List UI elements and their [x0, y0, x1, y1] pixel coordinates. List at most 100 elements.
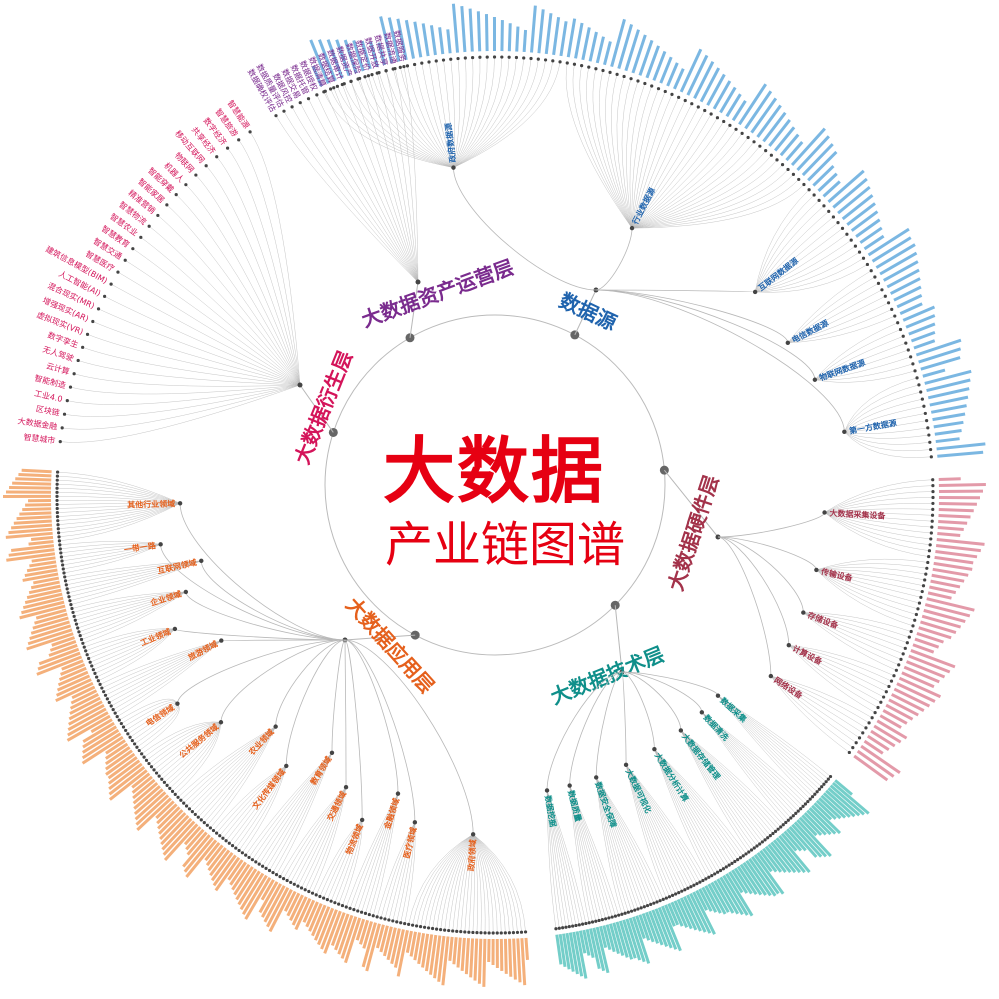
leaf-node [257, 862, 261, 866]
leaf-node [909, 355, 913, 359]
leaf-label-mark [902, 305, 936, 322]
leaf-link [235, 765, 287, 849]
leaf-node [124, 728, 128, 733]
leaf-label-mark [886, 268, 920, 289]
leaf-node [587, 65, 591, 69]
leaf-node [817, 198, 821, 202]
leaf-node [554, 927, 558, 931]
leaf-link [421, 63, 454, 168]
leaf-label-mark [311, 65, 323, 87]
leaf-node [710, 874, 714, 878]
leaf-link [342, 84, 419, 283]
leaf-link [754, 211, 829, 293]
leaf-node [459, 930, 463, 934]
leaf-label-mark [926, 597, 975, 612]
leaf-link [595, 777, 623, 915]
leaf-link [680, 730, 763, 843]
leaf-node [899, 657, 903, 661]
branch-node [822, 510, 827, 515]
leaf-link [61, 544, 161, 562]
branch-link [595, 289, 845, 432]
branch-node [273, 724, 278, 729]
leaf-label-mark [294, 898, 312, 931]
leaf-link [824, 512, 931, 546]
leaf-node [296, 884, 300, 888]
leaf-link [64, 560, 202, 578]
leaf-link [219, 765, 287, 836]
links-layer [57, 57, 933, 933]
branch-label: 大数据可视化 [624, 767, 654, 815]
leaf-link [275, 115, 419, 283]
leaf-node [880, 288, 884, 292]
leaf-label-mark [863, 234, 885, 251]
leaf-label-mark [8, 548, 55, 557]
leaf-link [70, 560, 202, 605]
leaf-link [631, 117, 718, 229]
leaf-label-mark [229, 861, 247, 886]
leaf-label-mark [731, 100, 747, 122]
leaf-link [304, 787, 347, 890]
leaf-label-mark [136, 797, 172, 831]
leaf-node [91, 668, 95, 672]
branch-link [595, 289, 789, 343]
leaf-node [71, 610, 75, 615]
leaf-link [546, 790, 570, 927]
leaf-label-mark [69, 696, 101, 715]
leaf-label-mark [790, 127, 826, 167]
leaf-node [76, 358, 80, 363]
leaf-label-mark [807, 150, 838, 182]
leaf-node [523, 930, 528, 934]
leaf-link [372, 793, 399, 916]
leaf-node [413, 62, 417, 67]
leaf-node [604, 917, 608, 921]
leaf-node [422, 925, 427, 929]
leaf-link [210, 726, 276, 829]
leaf-label-mark [635, 915, 646, 940]
leaf-link [166, 722, 222, 786]
leaf-node [93, 671, 97, 675]
leaf-node [913, 618, 917, 622]
leaf-label-mark [484, 14, 489, 52]
leaf-link [816, 569, 924, 587]
leaf-label-mark [779, 133, 800, 157]
branch-node [842, 429, 847, 434]
leaf-node [930, 519, 934, 523]
leaf-label-mark [893, 285, 922, 302]
leaf-link [279, 787, 347, 877]
leaf-node [773, 829, 778, 833]
leaf-link [654, 748, 738, 860]
branch-node [814, 567, 819, 573]
leaf-link [64, 384, 301, 417]
leaf-label-mark [937, 532, 961, 538]
leaf-node [471, 55, 475, 60]
leaf-node [66, 591, 70, 595]
leaf-label-mark [622, 919, 637, 959]
leaf-node [315, 93, 319, 97]
leaf-link [631, 106, 699, 229]
leaf-label-mark [157, 806, 181, 830]
leaf-link [115, 640, 222, 714]
leaf-link [57, 503, 181, 513]
leaf-label-mark [314, 906, 331, 941]
leaf-node [882, 695, 886, 699]
leaf-node [796, 809, 800, 813]
leaf-node [55, 486, 59, 490]
leaf-label-mark [555, 934, 563, 965]
leaf-label-mark [69, 693, 99, 710]
leaf-link [625, 764, 704, 881]
leaf-link [546, 790, 573, 927]
leaf-link [586, 67, 633, 229]
leaf-link [78, 591, 186, 633]
leaf-node [786, 167, 790, 172]
leaf-label-mark [237, 870, 261, 906]
leaf-link [453, 58, 532, 168]
leaf-node [791, 172, 796, 176]
leaf-link [787, 276, 876, 344]
leaf-node [929, 531, 933, 535]
leaf-node [366, 74, 371, 78]
leaf-node [352, 908, 356, 912]
leaf-link [408, 834, 474, 925]
leaf-label-mark [934, 429, 962, 436]
leaf-label-mark [404, 19, 415, 59]
leaf-label-mark [291, 896, 308, 926]
